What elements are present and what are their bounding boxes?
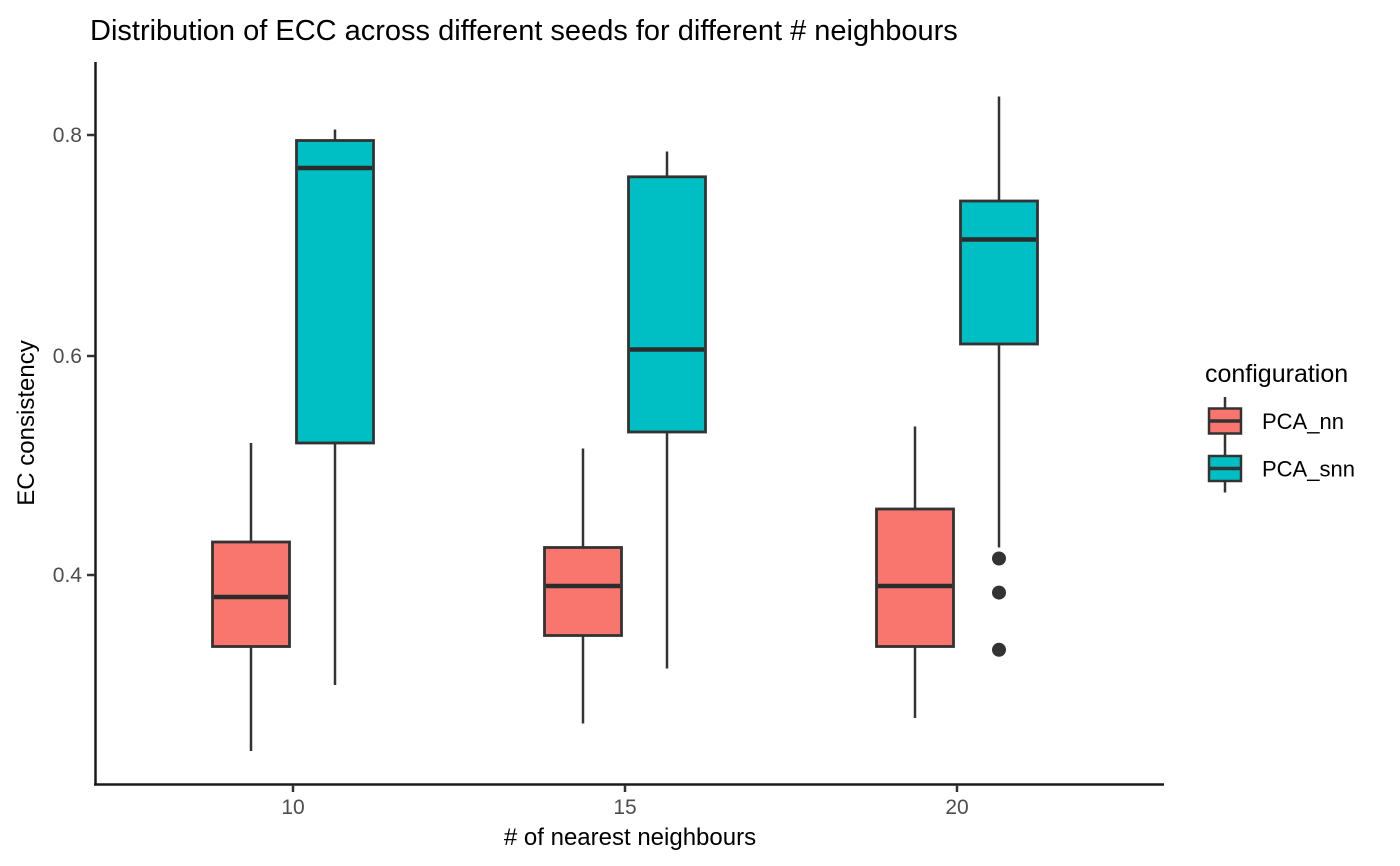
- x-tick-label: 15: [613, 796, 636, 819]
- y-tick-label: 0.8: [53, 124, 82, 147]
- box-PCA_nn-15: [543, 546, 623, 637]
- y-axis-label: EC consistency: [13, 340, 40, 505]
- outlier-point-PCA_snn-20: [992, 585, 1006, 600]
- box-PCA_snn-15: [627, 175, 707, 434]
- box-PCA_nn-10: [211, 540, 291, 648]
- legend-label-pca-snn: PCA_snn: [1262, 457, 1355, 482]
- x-tick-label: 20: [945, 796, 968, 819]
- box-PCA_snn-20: [959, 199, 1039, 346]
- legend: configuration PCA_nn PCA_snn: [1205, 360, 1355, 493]
- y-tick-label: 0.4: [53, 564, 83, 587]
- chart-title: Distribution of ECC across different see…: [90, 15, 958, 47]
- box-PCA_nn-20: [875, 507, 955, 648]
- outlier-point-PCA_snn-20: [992, 551, 1006, 566]
- outlier-point-PCA_snn-20: [992, 642, 1006, 657]
- plot-area: [211, 96, 1039, 751]
- legend-key-pca-nn: PCA_nn: [1207, 397, 1344, 445]
- legend-title: configuration: [1205, 360, 1348, 388]
- legend-key-pca-snn: PCA_snn: [1207, 444, 1355, 493]
- x-tick-label: 10: [281, 796, 304, 819]
- legend-label-pca-nn: PCA_nn: [1262, 409, 1344, 434]
- x-axis-label: # of nearest neighbours: [504, 824, 756, 851]
- y-tick-label: 0.6: [53, 345, 82, 368]
- box-PCA_snn-10: [295, 139, 375, 445]
